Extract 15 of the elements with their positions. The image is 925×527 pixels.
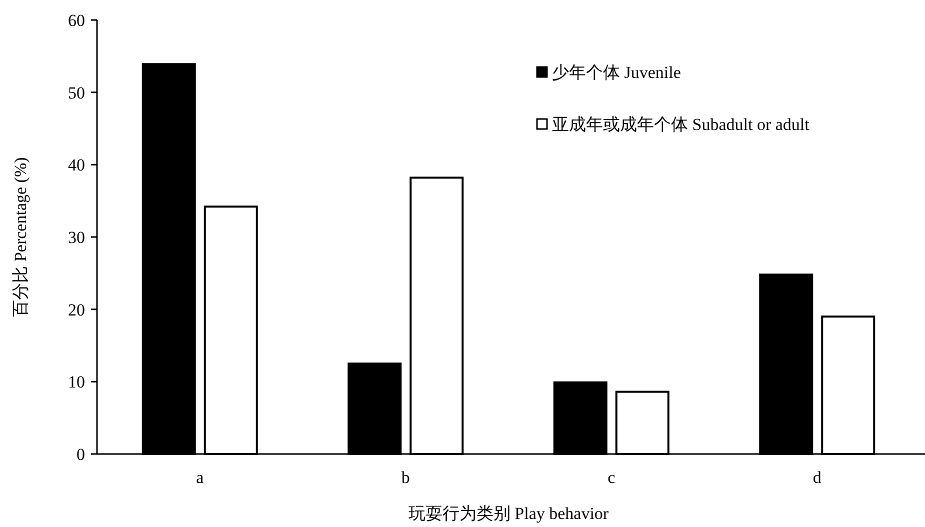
x-tick-label: b <box>401 468 410 487</box>
y-tick-label: 20 <box>68 300 85 320</box>
y-tick-label: 0 <box>76 445 85 464</box>
x-tick-label: c <box>608 468 616 487</box>
y-tick-label: 60 <box>68 11 85 30</box>
y-tick-label: 10 <box>68 372 85 392</box>
x-tick-label: d <box>812 468 822 487</box>
legend-label: 少年个体 Juvenile <box>552 63 681 82</box>
y-tick-label: 50 <box>68 83 85 102</box>
legend-label: 亚成年或成年个体 Subadult or adult <box>552 115 810 134</box>
y-tick-label: 30 <box>68 228 85 247</box>
x-tick-label: a <box>196 468 204 487</box>
y-axis-title: 百分比 Percentage (%) <box>11 157 30 317</box>
x-axis-title: 玩耍行为类别 Play behavior <box>408 504 609 523</box>
y-tick-label: 40 <box>68 156 85 175</box>
